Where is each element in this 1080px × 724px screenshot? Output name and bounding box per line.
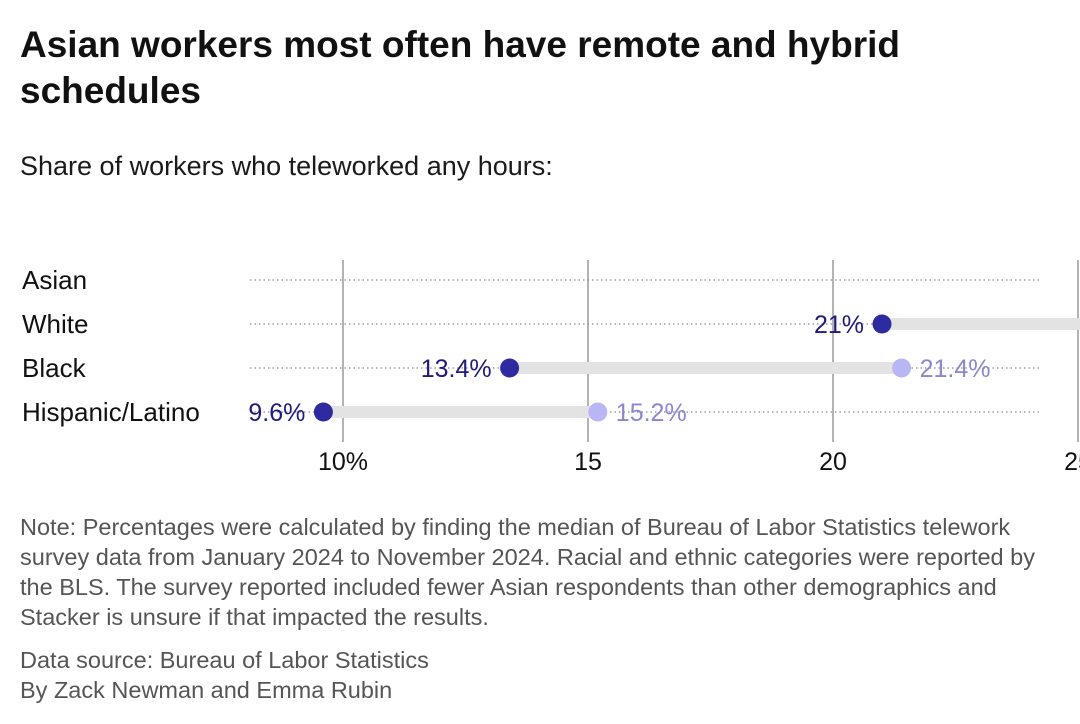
- x-tick-label: 15: [574, 448, 602, 476]
- women-dot: [892, 358, 912, 378]
- category-rows: Asian32.5%34.3%White21%25.3%Black13.4%21…: [22, 265, 1080, 427]
- data-source: Data source: Bureau of Labor Statistics: [20, 647, 429, 673]
- category-label: Hispanic/Latino: [22, 397, 200, 427]
- men-value-label: 13.4%: [421, 355, 492, 383]
- dot-range-chart: Asian32.5%34.3%White21%25.3%Black13.4%21…: [22, 260, 1080, 476]
- women-dot: [588, 402, 608, 422]
- x-tick-label: 25: [1064, 448, 1080, 476]
- range-bar: [509, 362, 902, 374]
- chart-subtitle: Share of workers who teleworked any hour…: [20, 151, 553, 181]
- men-dot: [500, 358, 520, 378]
- women-value-label: 15.2%: [616, 399, 687, 427]
- x-axis-ticks: 10%1520253035: [318, 448, 1080, 476]
- x-tick-label: 10%: [318, 448, 368, 476]
- men-value-label: 21%: [814, 311, 864, 339]
- chart-title: Asian workers most often have remote and…: [20, 24, 900, 111]
- x-tick-label: 20: [819, 448, 847, 476]
- men-value-label: 9.6%: [248, 399, 305, 427]
- women-value-label: 21.4%: [920, 355, 991, 383]
- byline: By Zack Newman and Emma Rubin: [20, 677, 393, 703]
- men-dot: [313, 402, 333, 422]
- category-label: Black: [22, 353, 87, 383]
- range-bar: [323, 406, 598, 418]
- note-text: Note: Percentages were calculated by fin…: [20, 514, 1035, 630]
- men-dot: [872, 314, 892, 334]
- category-label: Asian: [22, 265, 87, 295]
- range-bar: [882, 318, 1080, 330]
- category-label: White: [22, 309, 88, 339]
